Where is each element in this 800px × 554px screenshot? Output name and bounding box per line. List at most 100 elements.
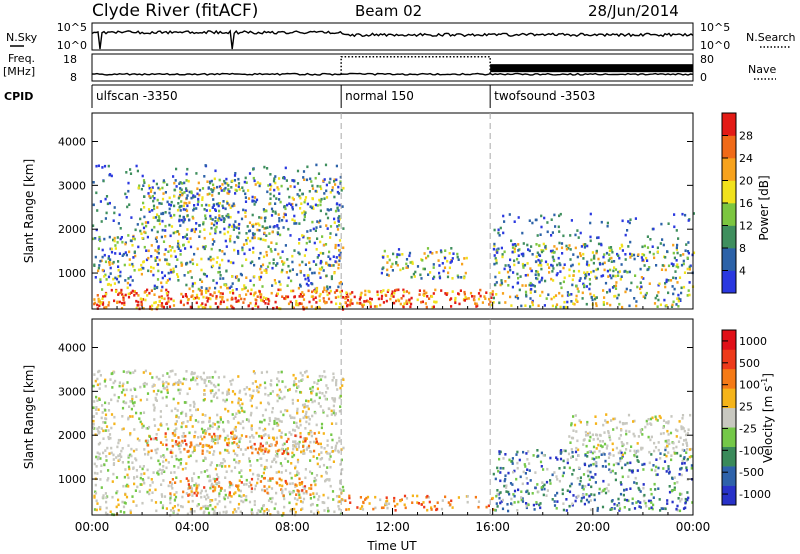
range-gate-cell — [599, 439, 602, 443]
range-gate-cell — [614, 287, 618, 290]
range-gate-cell — [170, 409, 173, 413]
range-gate-cell — [132, 265, 135, 268]
range-gate-cell — [496, 489, 499, 492]
range-gate-cell — [311, 220, 314, 224]
range-gate-cell — [568, 490, 572, 494]
range-gate-cell — [598, 492, 601, 495]
range-gate-cell — [257, 477, 260, 481]
range-gate-cell — [416, 298, 419, 302]
range-gate-cell — [245, 495, 248, 498]
range-gate-cell — [221, 183, 224, 186]
range-gate-cell — [490, 296, 493, 299]
range-gate-cell — [543, 304, 546, 307]
range-gate-cell — [301, 295, 304, 298]
range-gate-cell — [551, 231, 554, 234]
range-gate-cell — [216, 438, 219, 441]
range-gate-cell — [200, 303, 203, 307]
range-gate-cell — [291, 482, 294, 485]
range-gate-cell — [298, 496, 301, 499]
range-gate-cell — [206, 493, 209, 497]
range-gate-cell — [339, 280, 342, 284]
cpid-segments: ulfscan -3350 normal 150 twofsound -3503 — [91, 85, 595, 108]
range-gate-cell — [318, 453, 321, 456]
velocity-xlabel: Time UT — [366, 539, 417, 553]
range-gate-cell — [230, 482, 233, 485]
range-gate-cell — [257, 237, 260, 240]
range-gate-cell — [295, 222, 298, 225]
power-scatter — [92, 163, 696, 311]
range-gate-cell — [255, 406, 258, 410]
range-gate-cell — [245, 258, 248, 261]
range-gate-cell — [317, 172, 321, 175]
range-gate-cell — [238, 231, 241, 235]
range-gate-cell — [551, 304, 554, 308]
range-gate-cell — [308, 261, 311, 264]
range-gate-cell — [185, 492, 188, 495]
range-gate-cell — [116, 445, 119, 449]
range-gate-cell — [201, 302, 204, 305]
range-gate-cell — [611, 250, 614, 254]
range-gate-cell — [692, 251, 696, 255]
range-gate-cell — [609, 508, 612, 511]
range-gate-cell — [199, 230, 202, 233]
range-gate-cell — [500, 246, 503, 250]
range-gate-cell — [664, 285, 667, 289]
range-gate-cell — [338, 259, 341, 263]
range-gate-cell — [493, 254, 496, 257]
range-gate-cell — [558, 479, 561, 483]
range-gate-cell — [332, 376, 335, 379]
range-gate-cell — [568, 274, 571, 278]
range-gate-cell — [673, 482, 676, 485]
range-gate-cell — [603, 487, 606, 491]
range-gate-cell — [201, 413, 204, 416]
range-gate-cell — [123, 401, 126, 405]
range-gate-cell — [281, 260, 284, 263]
range-gate-cell — [667, 291, 670, 295]
range-gate-cell — [228, 203, 231, 207]
range-gate-cell — [117, 503, 120, 507]
range-gate-cell — [499, 491, 502, 494]
range-gate-cell — [257, 222, 260, 225]
range-gate-cell — [495, 502, 498, 505]
range-gate-cell — [672, 447, 675, 450]
range-gate-cell — [163, 274, 166, 278]
range-gate-cell — [120, 307, 124, 310]
range-gate-cell — [297, 489, 300, 493]
range-gate-cell — [189, 418, 192, 422]
range-gate-cell — [637, 449, 640, 453]
range-gate-cell — [191, 494, 194, 497]
range-gate-cell — [177, 444, 180, 448]
range-gate-cell — [173, 499, 176, 502]
range-gate-cell — [126, 281, 129, 285]
range-gate-cell — [105, 278, 108, 281]
range-gate-cell — [326, 466, 329, 469]
range-gate-cell — [677, 305, 680, 308]
range-gate-cell — [516, 461, 519, 465]
range-gate-cell — [102, 295, 105, 298]
range-gate-cell — [177, 416, 180, 419]
range-gate-cell — [313, 399, 316, 403]
range-gate-cell — [146, 235, 149, 239]
range-gate-cell — [675, 435, 678, 438]
range-gate-cell — [233, 174, 237, 177]
range-gate-cell — [408, 291, 411, 295]
range-gate-cell — [144, 231, 147, 235]
range-gate-cell — [551, 264, 554, 268]
range-gate-cell — [173, 382, 176, 386]
range-gate-cell — [112, 462, 116, 465]
range-gate-cell — [281, 491, 284, 495]
range-gate-cell — [298, 238, 301, 241]
range-gate-cell — [513, 489, 517, 493]
range-gate-cell — [307, 284, 310, 287]
range-gate-cell — [254, 291, 257, 294]
range-gate-cell — [457, 258, 460, 261]
range-gate-cell — [102, 429, 105, 433]
range-gate-cell — [592, 445, 596, 449]
range-gate-cell — [303, 215, 306, 218]
range-gate-cell — [644, 293, 647, 297]
range-gate-cell — [224, 436, 227, 440]
range-gate-cell — [193, 446, 196, 449]
range-gate-cell — [213, 435, 216, 438]
range-gate-cell — [161, 228, 164, 232]
range-gate-cell — [252, 436, 255, 439]
